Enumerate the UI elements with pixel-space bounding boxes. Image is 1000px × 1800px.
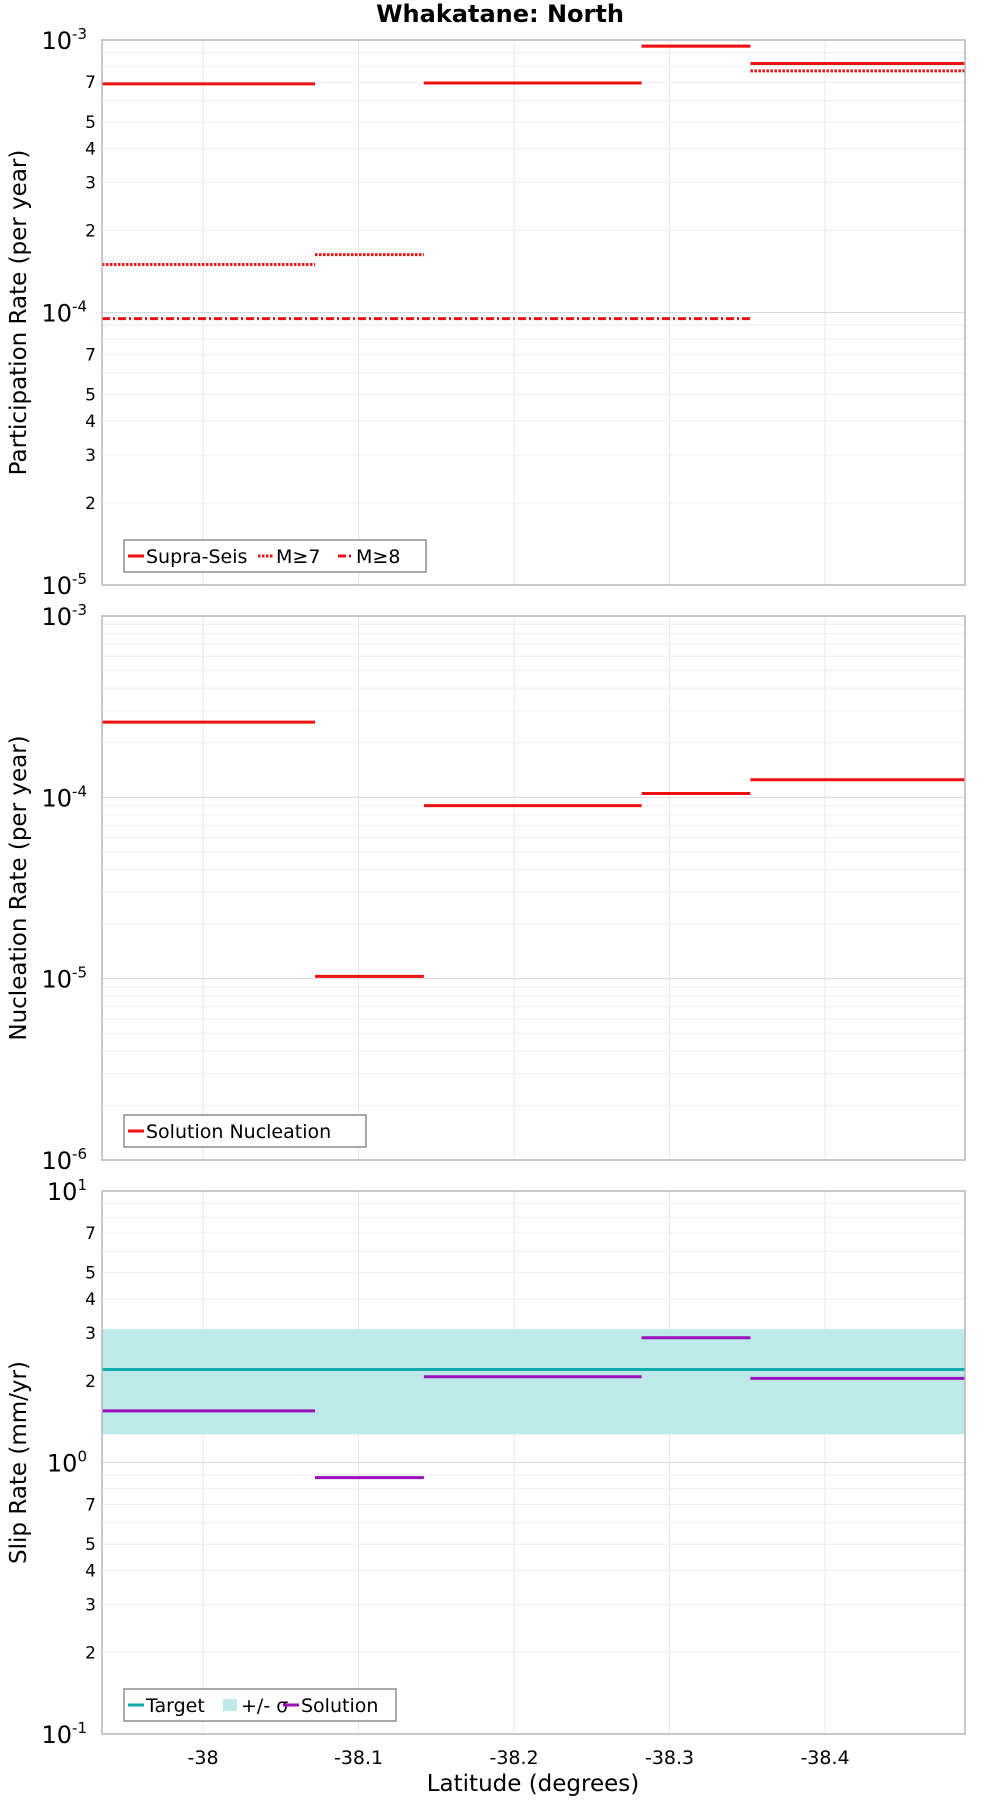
- y-axis-label: Slip Rate (mm/yr): [6, 1361, 32, 1564]
- y-tick-label: 7: [85, 1496, 96, 1516]
- y-axis-label: Nucleation Rate (per year): [6, 735, 32, 1040]
- chart-panels: 10-3 7 5 4 3 2 10-4 7 5 4 3 2 10-5 Participation Rate…: [6, 25, 966, 1769]
- y-tick-label: 4: [85, 1562, 96, 1582]
- figure-title: Whakatane: North: [376, 0, 624, 28]
- y-axis-label: Participation Rate (per year): [6, 150, 32, 476]
- legend-swatch: [223, 1699, 237, 1711]
- legend-label: M≥7: [276, 546, 320, 568]
- y-tick-label: 7: [85, 1224, 96, 1244]
- panel-participation: 10-3 7 5 4 3 2 10-4 7 5 4 3 2 10-5 Participation Rate…: [6, 25, 966, 600]
- y-tick-label: 5: [85, 1535, 96, 1555]
- panel-slip: 101 7 5 4 3 2 100 7 5 4 3 2 10-1 Slip Rate (mm/yr) -38…: [6, 1176, 966, 1769]
- y-tick-label: 3: [85, 1595, 96, 1615]
- y-tick-label: 10-3: [41, 25, 87, 55]
- y-tick-label: 3: [85, 173, 96, 193]
- y-tick-label: 10-6: [41, 1145, 87, 1175]
- y-tick-label: 3: [85, 1324, 96, 1344]
- y-tick-label: 5: [85, 1264, 96, 1284]
- x-axis-label: Latitude (degrees): [427, 1771, 640, 1797]
- legend-label: Solution Nucleation: [146, 1121, 331, 1143]
- y-tick-label: 100: [47, 1448, 87, 1478]
- plot-frame: [101, 39, 966, 586]
- plot-frame: [101, 615, 966, 1161]
- legend: Target +/- σ Solution: [123, 1688, 397, 1722]
- x-tick-label: -38: [188, 1747, 219, 1769]
- x-tick-label: -38.3: [645, 1747, 694, 1769]
- y-tick-label: 10-5: [41, 964, 87, 994]
- legend-label: M≥8: [356, 546, 400, 568]
- y-tick-label: 10-1: [41, 1719, 87, 1749]
- y-tick-label: 4: [85, 412, 96, 432]
- y-tick-label: 2: [85, 1372, 96, 1392]
- y-tick-label: 2: [85, 221, 96, 241]
- y-tick-label: 5: [85, 386, 96, 406]
- y-tick-label: 4: [85, 1290, 96, 1310]
- sigma-band: [102, 1329, 965, 1435]
- legend-box: [123, 539, 427, 573]
- series-solution-nucleation: [102, 720, 965, 978]
- series-solution: [102, 1336, 965, 1480]
- legend-label: Target: [145, 1695, 205, 1717]
- series-m-7: [102, 44, 965, 267]
- y-tick-label: 10-4: [41, 782, 87, 812]
- x-tick-label: -38.2: [489, 1747, 538, 1769]
- x-tick-label: -38.1: [334, 1747, 383, 1769]
- legend: Solution Nucleation: [123, 1114, 367, 1148]
- legend-label: Solution: [301, 1695, 378, 1717]
- y-tick-label: 2: [85, 1643, 96, 1663]
- y-tick-label: 4: [85, 139, 96, 159]
- plot-background: [102, 616, 965, 1160]
- y-tick-label: 10-4: [41, 298, 87, 328]
- y-tick-label: 3: [85, 446, 96, 466]
- y-tick-label: 7: [85, 73, 96, 93]
- y-tick-label: 2: [85, 494, 96, 514]
- legend-box: [123, 1688, 397, 1722]
- plot-frame: [101, 1190, 966, 1735]
- y-tick-label: 5: [85, 113, 96, 133]
- y-tick-label: 101: [47, 1176, 87, 1206]
- y-tick-label: 10-5: [41, 570, 87, 600]
- legend: Supra-Seis M≥7 M≥8: [123, 539, 427, 573]
- legend-label: Supra-Seis: [146, 546, 247, 568]
- y-tick-label: 10-3: [41, 601, 87, 631]
- x-tick-label: -38.4: [800, 1747, 849, 1769]
- legend-label: +/- σ: [241, 1695, 288, 1717]
- y-tick-label: 7: [85, 346, 96, 366]
- legend-box: [123, 1114, 367, 1148]
- panel-nucleation: 10-3 10-4 10-5 10-6 Nucleation Rate (per yea…: [6, 601, 966, 1175]
